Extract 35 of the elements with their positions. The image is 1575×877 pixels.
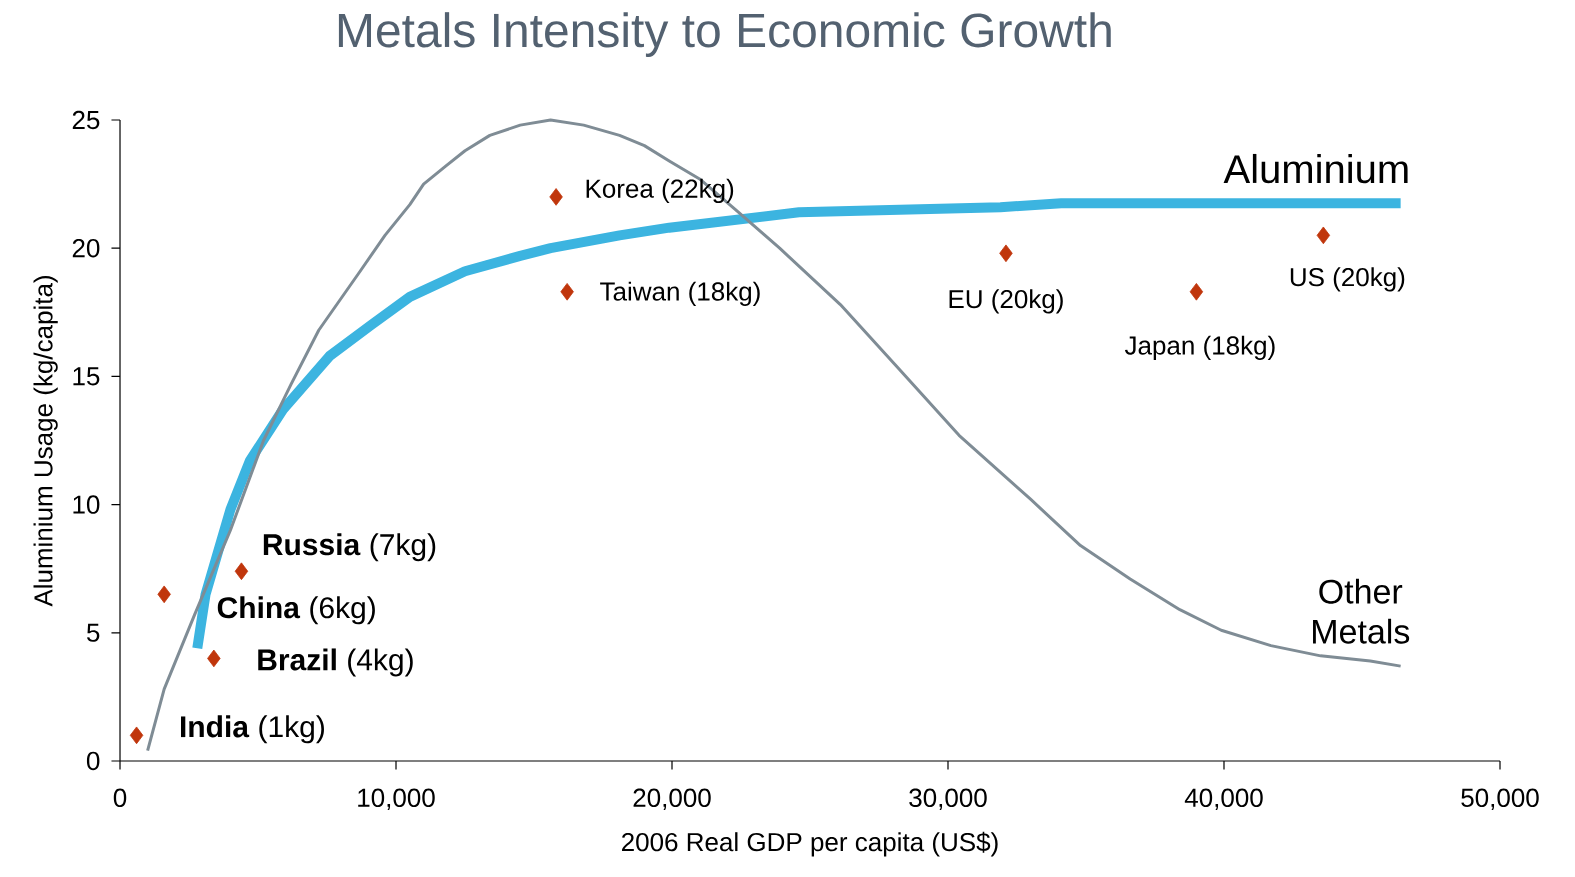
x-axis-title: 2006 Real GDP per capita (US$) — [622, 831, 998, 857]
annotation: Korea (22kg) — [586, 178, 734, 204]
point — [157, 585, 171, 604]
y-tick-label: 20 — [72, 238, 100, 258]
annotation: Taiwan (18kg) — [600, 281, 760, 306]
y-tick-label: 10 — [73, 495, 100, 514]
y-tick-label: 5 — [86, 623, 100, 642]
point — [129, 726, 144, 745]
point — [1316, 226, 1331, 245]
annotation: India (1kg) — [180, 715, 324, 744]
annotation: EU (20kg) — [949, 289, 1063, 314]
point — [999, 244, 1013, 263]
point — [560, 282, 574, 301]
point — [549, 188, 563, 206]
point — [1189, 282, 1204, 301]
y-tick-label: 0 — [86, 751, 100, 771]
series-label: Aluminium — [1223, 153, 1408, 184]
x-tick-label: 0 — [113, 788, 127, 807]
y-tick-label: 15 — [73, 367, 100, 386]
annotation: China (6kg) — [217, 596, 375, 625]
annotation: Russia (7kg) — [263, 533, 436, 562]
x-tick-label: 40,000 — [1184, 788, 1263, 811]
annotation: US (20kg) — [1290, 267, 1405, 292]
y-axis-title: Aluminium Usage (kg/capita) — [33, 275, 58, 607]
x-tick-label: 20,000 — [633, 788, 711, 811]
series-label: Other Metals — [1313, 578, 1410, 644]
point — [207, 649, 221, 668]
annotation: Brazil (4kg) — [258, 648, 413, 677]
x-tick-label: 30,000 — [909, 788, 987, 811]
annotation: Japan (18kg) — [1124, 335, 1275, 360]
x-tick-label: 10,000 — [358, 788, 435, 811]
x-tick-label: 50,000 — [1461, 788, 1539, 811]
point — [234, 562, 249, 581]
y-tick-label: 25 — [72, 110, 100, 130]
chart-title: Metals Intensity to Economic Growth — [338, 12, 1111, 57]
